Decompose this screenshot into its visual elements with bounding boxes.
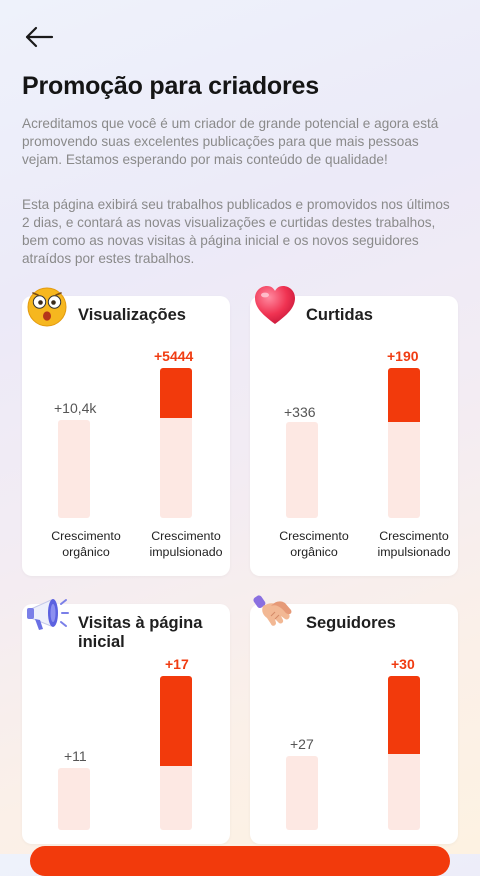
organic-value: +27 <box>290 736 314 752</box>
back-arrow-icon <box>25 26 54 48</box>
organic-bar <box>58 420 90 518</box>
bottom-action-button[interactable] <box>30 846 450 876</box>
boosted-label: Crescimento impulsionado <box>377 529 451 559</box>
stat-card-likes: Curtidas +336 +190 Crescimento orgânico … <box>250 286 458 576</box>
stat-card-profile-visits: Visitas à página inicial +11 +17 <box>22 599 230 844</box>
boosted-bar <box>160 368 192 418</box>
boosted-bar-base <box>388 754 420 830</box>
card-title: Curtidas <box>306 306 373 324</box>
card-title: Seguidores <box>306 614 396 632</box>
page-title: Promoção para criadores <box>22 72 319 100</box>
back-button[interactable] <box>22 20 56 54</box>
card-title: Visitas à página inicial <box>78 614 203 651</box>
boosted-bar <box>388 368 420 422</box>
boosted-bar <box>160 676 192 766</box>
description-text: Esta página exibirá seu trabalhos public… <box>22 197 450 266</box>
organic-value: +11 <box>64 748 87 764</box>
boosted-bar-base <box>388 422 420 518</box>
boosted-value: +17 <box>165 656 189 672</box>
boosted-value: +190 <box>387 348 419 364</box>
boosted-label: Crescimento impulsionado <box>149 529 223 559</box>
boosted-bar-base <box>160 766 192 830</box>
stat-card-followers: Seguidores +27 +30 <box>250 595 458 844</box>
organic-value: +336 <box>284 404 316 420</box>
organic-bar <box>286 756 318 830</box>
intro-text: Acreditamos que você é um criador de gra… <box>22 116 439 167</box>
megaphone-icon <box>27 599 69 630</box>
handshake-icon <box>253 595 292 626</box>
boosted-bar-base <box>160 418 192 518</box>
card-title: Visualizações <box>78 306 186 324</box>
organic-label: Crescimento orgânico <box>51 529 121 559</box>
boosted-value: +30 <box>391 656 415 672</box>
heart-icon <box>255 286 295 324</box>
organic-bar <box>286 422 318 518</box>
surprised-face-icon <box>27 287 67 327</box>
organic-label: Crescimento orgânico <box>279 529 349 559</box>
organic-bar <box>58 768 90 830</box>
boosted-bar <box>388 676 420 754</box>
organic-value: +10,4k <box>54 400 97 416</box>
boosted-value: +5444 <box>154 348 194 364</box>
stat-card-views: Visualizações +10,4k +5444 Crescimento o… <box>22 287 230 576</box>
